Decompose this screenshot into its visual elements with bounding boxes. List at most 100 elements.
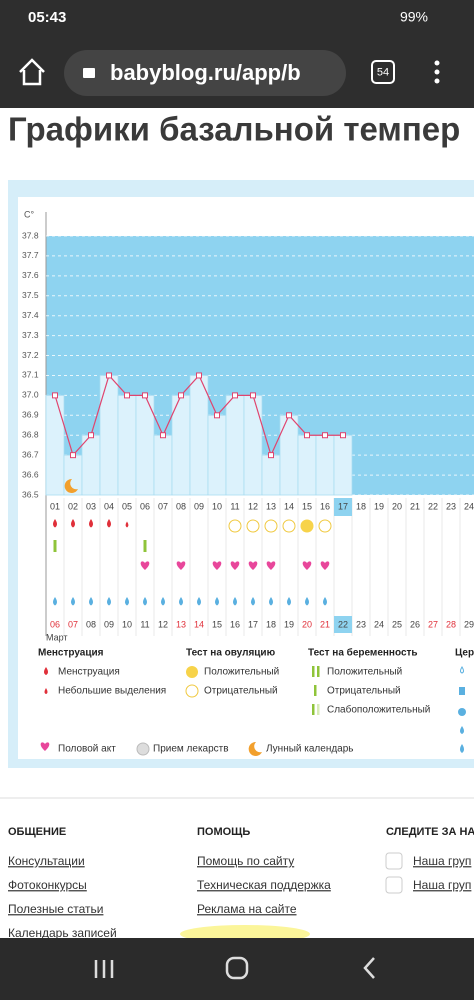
x-tick-label: 07	[158, 501, 168, 511]
cervix-icon	[305, 597, 309, 606]
pregnancy-test	[53, 540, 57, 552]
cervix-icon	[161, 597, 165, 606]
temperature-column	[279, 414, 299, 496]
x-tick-label: 13	[266, 501, 276, 511]
temperature-column	[99, 375, 119, 496]
pregnancy-test	[143, 540, 147, 552]
date-label: 19	[284, 619, 294, 629]
menstruation-icon	[53, 519, 57, 528]
ovulation-negative	[318, 519, 332, 533]
home-nav[interactable]	[225, 956, 249, 980]
intercourse-icon	[176, 561, 186, 570]
x-tick-label: 11	[230, 501, 239, 511]
home-button[interactable]	[19, 58, 45, 86]
url-field[interactable]	[64, 50, 346, 96]
legend-icon	[44, 688, 48, 694]
clock: 05:43	[28, 9, 66, 26]
x-tick-label: 14	[284, 501, 294, 511]
x-tick-label: 15	[302, 501, 312, 511]
x-tick-label: 21	[410, 501, 420, 511]
legend-item: Прием лекарств	[153, 744, 229, 755]
tab-count: 54	[377, 66, 389, 78]
footer-heading: ПОМОЩЬ	[197, 826, 250, 838]
y-tick-label: 37.6	[22, 270, 39, 280]
x-tick-label: 09	[194, 501, 204, 511]
footer-link[interactable]: Фотоконкурсы	[8, 878, 87, 892]
page-heading: Графики базальной темпер	[8, 111, 460, 148]
x-tick-label: 20	[392, 501, 402, 511]
legend-item: Отрицательный	[204, 686, 278, 697]
date-label: 18	[266, 619, 276, 629]
y-tick-label: 37.4	[22, 310, 39, 320]
back-nav[interactable]	[363, 957, 375, 979]
menu-button[interactable]	[434, 60, 440, 84]
footer-heading: ОБЩЕНИЕ	[8, 826, 66, 838]
temperature-point	[232, 392, 238, 399]
legend-icon	[248, 741, 262, 756]
date-label: 15	[212, 619, 222, 629]
x-tick-label: 05	[122, 501, 132, 511]
cervix-icon	[125, 597, 129, 606]
temperature-column	[333, 434, 353, 496]
x-tick-label: 17	[338, 501, 348, 511]
y-tick-label: 37.7	[22, 250, 39, 260]
footer-link[interactable]: Консультации	[8, 854, 85, 868]
ovulation-negative	[282, 519, 296, 533]
x-tick-label: 19	[374, 501, 384, 511]
cervix-icon	[287, 597, 291, 606]
tabs-button[interactable]	[371, 60, 395, 84]
footer-link[interactable]: Техническая поддержка	[197, 878, 331, 892]
cervix-icon	[179, 597, 183, 606]
y-tick-label: 36.6	[22, 469, 39, 479]
date-label: 28	[446, 619, 456, 629]
social-icon	[385, 852, 403, 870]
date-label: 22	[338, 619, 348, 629]
temperature-point	[304, 432, 310, 439]
temperature-point	[322, 432, 328, 439]
date-label: 12	[158, 619, 168, 629]
footer-link[interactable]: Реклама на сайте	[197, 902, 297, 916]
date-label: 23	[356, 619, 366, 629]
date-label: 25	[392, 619, 402, 629]
legend-item: Половой акт	[58, 744, 116, 755]
cervix-icon	[233, 597, 237, 606]
y-tick-label: 36.9	[22, 410, 39, 420]
today	[334, 616, 352, 633]
legend-icon	[40, 742, 50, 751]
legend-icon	[44, 667, 48, 675]
y-tick-label: 37.8	[22, 230, 39, 240]
footer-link[interactable]: Полезные статьи	[8, 902, 103, 916]
footer-link[interactable]: Календарь записей	[8, 926, 117, 940]
date-label: 13	[176, 619, 186, 629]
intercourse-icon	[266, 561, 276, 570]
temperature-column	[225, 394, 245, 496]
plot-top	[46, 212, 474, 236]
ovulation-negative	[246, 519, 260, 533]
cervix-icon	[323, 597, 327, 606]
temperature-point	[52, 392, 58, 399]
menstruation-icon	[89, 519, 93, 528]
y-tick-label: 36.8	[22, 429, 39, 439]
legend-item: Менструация	[58, 667, 120, 678]
menstruation-icon	[71, 519, 75, 528]
temperature-column	[297, 434, 317, 496]
recent-apps[interactable]	[94, 960, 114, 978]
discharge-icon	[125, 521, 129, 528]
lock-icon	[83, 68, 95, 78]
temperature-point	[142, 392, 148, 399]
temperature-column	[261, 454, 281, 496]
url[interactable]: babyblog.ru/app/b	[110, 60, 301, 85]
intercourse-icon	[140, 561, 150, 570]
footer-link[interactable]: Наша груп	[413, 878, 471, 892]
footer-link[interactable]: Наша груп	[413, 854, 471, 868]
date-label: 21	[320, 619, 330, 629]
footer: ОБЩЕНИЕ Консультации Фотоконкурсы Полезные …	[8, 826, 474, 940]
x-tick-label: 22	[428, 501, 438, 511]
temperature-column	[243, 394, 263, 496]
cervix-icon	[143, 597, 147, 606]
legend-item: Отрицательный	[327, 686, 401, 697]
footer-link[interactable]: Помощь по сайту	[197, 854, 294, 868]
date-label: 20	[302, 619, 312, 629]
